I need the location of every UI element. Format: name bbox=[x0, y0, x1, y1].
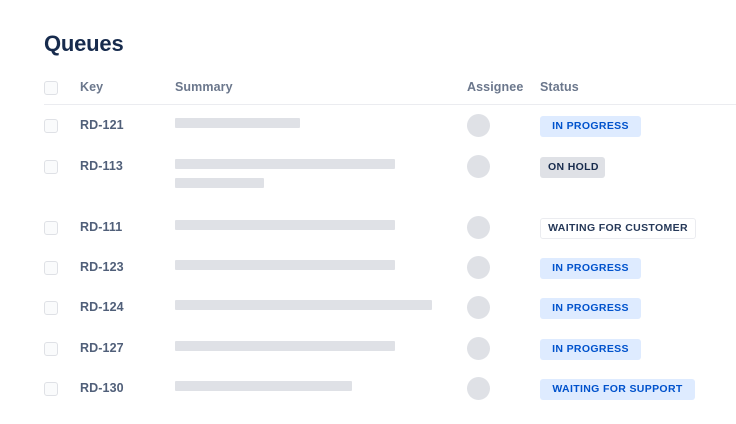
table-row[interactable]: RD-123 IN PROGRESS bbox=[0, 256, 736, 279]
status-badge[interactable]: IN PROGRESS bbox=[540, 339, 641, 360]
status-badge[interactable]: IN PROGRESS bbox=[540, 116, 641, 137]
checkbox-icon[interactable] bbox=[44, 382, 58, 396]
status-cell[interactable]: ON HOLD bbox=[540, 157, 736, 178]
summary-placeholder-bar bbox=[175, 260, 395, 270]
row-select-cell[interactable] bbox=[44, 300, 80, 315]
table-header-row: Key Summary Assignee Status bbox=[0, 74, 736, 100]
summary-placeholder-bar bbox=[175, 300, 432, 310]
avatar-icon[interactable] bbox=[467, 114, 490, 137]
assignee-cell[interactable] bbox=[467, 155, 540, 178]
summary-cell[interactable] bbox=[175, 118, 467, 128]
assignee-cell[interactable] bbox=[467, 377, 540, 400]
avatar-icon[interactable] bbox=[467, 216, 490, 239]
assignee-cell[interactable] bbox=[467, 337, 540, 360]
avatar-icon[interactable] bbox=[467, 155, 490, 178]
column-header-assignee[interactable]: Assignee bbox=[467, 80, 524, 94]
status-cell[interactable]: IN PROGRESS bbox=[540, 298, 736, 319]
summary-cell[interactable] bbox=[175, 159, 467, 188]
status-badge[interactable]: ON HOLD bbox=[540, 157, 605, 178]
page-title: Queues bbox=[44, 31, 124, 56]
summary-placeholder-bar bbox=[175, 220, 395, 230]
header-divider bbox=[44, 104, 736, 105]
assignee-cell[interactable] bbox=[467, 216, 540, 239]
column-header-summary[interactable]: Summary bbox=[175, 80, 233, 94]
summary-cell[interactable] bbox=[175, 300, 467, 310]
status-cell[interactable]: IN PROGRESS bbox=[540, 116, 736, 137]
table-row[interactable]: RD-111 WAITING FOR CUSTOMER bbox=[0, 216, 736, 239]
avatar-icon[interactable] bbox=[467, 337, 490, 360]
status-badge[interactable]: IN PROGRESS bbox=[540, 298, 641, 319]
select-all-cell[interactable] bbox=[44, 80, 80, 95]
issue-key-link[interactable]: RD-123 bbox=[80, 260, 124, 274]
checkbox-icon[interactable] bbox=[44, 80, 58, 95]
checkbox-icon[interactable] bbox=[44, 342, 58, 356]
issue-key-link[interactable]: RD-113 bbox=[80, 159, 123, 173]
checkbox-icon[interactable] bbox=[44, 301, 58, 315]
row-select-cell[interactable] bbox=[44, 381, 80, 396]
summary-placeholder-bar bbox=[175, 159, 395, 169]
summary-cell[interactable] bbox=[175, 260, 467, 270]
table-row[interactable]: RD-127 IN PROGRESS bbox=[0, 337, 736, 360]
avatar-icon[interactable] bbox=[467, 377, 490, 400]
summary-cell[interactable] bbox=[175, 381, 467, 391]
table-row[interactable]: RD-113 ON HOLD bbox=[0, 155, 736, 188]
row-select-cell[interactable] bbox=[44, 118, 80, 133]
table-row[interactable]: RD-121 IN PROGRESS bbox=[0, 114, 736, 137]
status-cell[interactable]: WAITING FOR CUSTOMER bbox=[540, 218, 736, 239]
assignee-cell[interactable] bbox=[467, 114, 540, 137]
issue-key-link[interactable]: RD-124 bbox=[80, 300, 124, 314]
assignee-cell[interactable] bbox=[467, 256, 540, 279]
issue-key-link[interactable]: RD-121 bbox=[80, 118, 124, 132]
column-header-status[interactable]: Status bbox=[540, 80, 579, 94]
column-header-key[interactable]: Key bbox=[80, 80, 104, 94]
assignee-cell[interactable] bbox=[467, 296, 540, 319]
status-cell[interactable]: IN PROGRESS bbox=[540, 339, 736, 360]
summary-placeholder-bar bbox=[175, 341, 395, 351]
status-badge[interactable]: IN PROGRESS bbox=[540, 258, 641, 279]
status-badge[interactable]: WAITING FOR CUSTOMER bbox=[540, 218, 696, 239]
checkbox-icon[interactable] bbox=[44, 160, 58, 174]
row-select-cell[interactable] bbox=[44, 341, 80, 356]
queues-table: Key Summary Assignee Status RD-121 IN PRO… bbox=[0, 74, 736, 400]
row-select-cell[interactable] bbox=[44, 159, 80, 174]
avatar-icon[interactable] bbox=[467, 256, 490, 279]
issue-key-link[interactable]: RD-127 bbox=[80, 341, 124, 355]
checkbox-icon[interactable] bbox=[44, 119, 58, 133]
issue-key-link[interactable]: RD-130 bbox=[80, 381, 124, 395]
table-row[interactable]: RD-130 WAITING FOR SUPPORT bbox=[0, 377, 736, 400]
status-cell[interactable]: IN PROGRESS bbox=[540, 258, 736, 279]
issue-key-link[interactable]: RD-111 bbox=[80, 220, 123, 234]
table-row[interactable]: RD-124 IN PROGRESS bbox=[0, 296, 736, 319]
row-select-cell[interactable] bbox=[44, 260, 80, 275]
status-badge[interactable]: WAITING FOR SUPPORT bbox=[540, 379, 695, 400]
checkbox-icon[interactable] bbox=[44, 221, 58, 235]
checkbox-icon[interactable] bbox=[44, 261, 58, 275]
summary-cell[interactable] bbox=[175, 341, 467, 351]
summary-placeholder-bar bbox=[175, 381, 352, 391]
summary-placeholder-bar bbox=[175, 178, 264, 188]
status-cell[interactable]: WAITING FOR SUPPORT bbox=[540, 379, 736, 400]
avatar-icon[interactable] bbox=[467, 296, 490, 319]
summary-placeholder-bar bbox=[175, 118, 300, 128]
row-select-cell[interactable] bbox=[44, 220, 80, 235]
summary-cell[interactable] bbox=[175, 220, 467, 230]
